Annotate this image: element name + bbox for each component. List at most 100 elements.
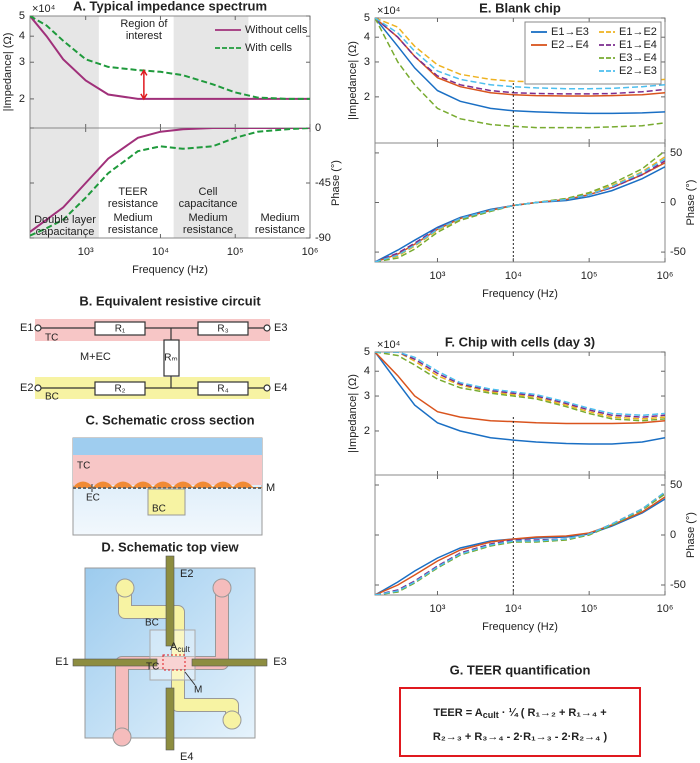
top-view-panel: D. Schematic top view E2 E1 E3 E4 BC TC … bbox=[55, 539, 286, 762]
circuit-panel: B. Equivalent resistive circuit E1 E3 E2… bbox=[20, 293, 287, 402]
y-axis-label: |Impedance| (Ω) bbox=[347, 41, 359, 120]
series-group bbox=[375, 491, 665, 595]
series-line bbox=[375, 496, 665, 595]
label: TC bbox=[77, 461, 90, 472]
series-line bbox=[375, 492, 665, 595]
pad bbox=[212, 578, 232, 598]
x-tick-label: 10⁶ bbox=[657, 603, 674, 615]
legend-label: E3→E4 bbox=[619, 52, 657, 64]
area-label: Acult bbox=[170, 641, 191, 654]
panel-title: D. Schematic top view bbox=[101, 539, 239, 554]
y-tick-label: 0 bbox=[670, 529, 676, 541]
series-line bbox=[30, 128, 310, 237]
resistor-label: Rₘ bbox=[164, 353, 177, 364]
y-tick-label: 2 bbox=[364, 425, 370, 437]
bc-channel bbox=[147, 488, 186, 516]
y-tick-label: 50 bbox=[670, 147, 682, 159]
electrode-label: E4 bbox=[180, 751, 193, 763]
legend-label: E2→E3 bbox=[619, 65, 657, 77]
region-label: Medium bbox=[188, 212, 227, 224]
electrode-label: E2 bbox=[180, 568, 193, 580]
x-axis-label: Frequency (Hz) bbox=[132, 264, 208, 276]
y-axis-label: Phase (°) bbox=[685, 180, 697, 226]
tc-channel bbox=[115, 590, 229, 735]
y-tick-label: -45 bbox=[315, 177, 331, 189]
electrode-label: E3 bbox=[273, 656, 286, 668]
formula-line: R₂→₃ + R₃→₄ - 2·R₁→₃ - 2·R₂→₄ ) bbox=[433, 731, 608, 743]
label: EC bbox=[86, 493, 100, 504]
label: M bbox=[266, 482, 275, 494]
region-label: resistance bbox=[108, 198, 158, 210]
node-label: E4 bbox=[274, 382, 287, 394]
top-layer bbox=[73, 438, 262, 455]
cells bbox=[73, 481, 262, 488]
panel-title: C. Schematic cross section bbox=[85, 412, 254, 427]
series-line bbox=[375, 491, 665, 595]
shaded-region bbox=[173, 16, 249, 128]
y-axis-label: Phase (°) bbox=[685, 512, 697, 558]
area-main: A bbox=[170, 641, 178, 653]
region-label: resistance bbox=[183, 224, 233, 236]
y-tick-label: 2 bbox=[19, 93, 25, 105]
arrow-head bbox=[140, 68, 148, 101]
charts: 2 3 4 5 |Impedance| (Ω) A. Typical impedance … bbox=[2, 0, 697, 633]
series-line bbox=[30, 16, 310, 100]
region-label: resistance bbox=[255, 224, 305, 236]
panel-title: G. TEER quantification bbox=[450, 662, 591, 677]
x-axis-label: Frequency (Hz) bbox=[482, 621, 558, 633]
subplot: -50 0 50 10³ 10⁴ 10⁵ 10⁶ Frequency (Hz) Phase (°… bbox=[374, 142, 697, 300]
region-label: Double layer bbox=[34, 214, 96, 226]
layer-label: BC bbox=[45, 392, 59, 403]
resistor-label: R₁ bbox=[115, 324, 126, 335]
series-line bbox=[375, 352, 665, 445]
x-tick-label: 10⁶ bbox=[302, 246, 319, 258]
y-tick-label: 4 bbox=[364, 365, 370, 377]
legend-label: E1→E2 bbox=[619, 26, 657, 38]
subplot: -90 -45 0 10³ 10⁴ 10⁵ 10⁶ Frequency (Hz) Phase (… bbox=[29, 122, 342, 276]
series-line bbox=[375, 352, 665, 417]
series-line bbox=[375, 18, 665, 115]
y-tick-label: 3 bbox=[364, 390, 370, 402]
teer-panel: G. TEER quantification TEER = Acult · ¼ … bbox=[399, 662, 641, 757]
resistor-label: R₃ bbox=[217, 324, 228, 335]
series-line bbox=[30, 128, 310, 233]
series-line bbox=[375, 352, 665, 422]
y-tick-label: 2 bbox=[364, 91, 370, 103]
x-tick-label: 10⁵ bbox=[227, 246, 244, 258]
y-tick-label: 5 bbox=[364, 346, 370, 358]
formula-line: TEER = Acult · ¼ ( R₁→₂ + R₁→₄ + bbox=[433, 707, 606, 720]
y-tick-label: -50 bbox=[670, 246, 686, 258]
formula-sub: cult bbox=[483, 710, 499, 720]
subplot: -50 0 50 10³ 10⁴ 10⁵ 10⁶ Frequency (Hz) Phase (°… bbox=[374, 474, 697, 633]
tc-channel bbox=[73, 455, 262, 485]
region-label: TEER bbox=[118, 186, 147, 198]
formula-part: · ¼ ( R₁→₂ + R₁→₄ + bbox=[499, 707, 607, 719]
legend-label: E2→E4 bbox=[551, 39, 589, 51]
region-label: capacitance bbox=[179, 198, 238, 210]
chart-title: E. Blank chip bbox=[479, 0, 561, 15]
node-label: E1 bbox=[20, 322, 33, 334]
y-tick-label: -90 bbox=[315, 232, 331, 244]
x-tick-label: 10⁵ bbox=[581, 603, 598, 615]
electrode-label: E1 bbox=[55, 656, 68, 668]
y-tick-label: 5 bbox=[19, 10, 25, 22]
x-tick-label: 10³ bbox=[78, 246, 94, 258]
shaded-region bbox=[30, 16, 99, 128]
y-tick-label: 3 bbox=[364, 56, 370, 68]
y-tick-label: 4 bbox=[364, 31, 370, 43]
region-label: Medium bbox=[260, 212, 299, 224]
subplot: 2 3 4 5 |Impedance| (Ω) F. Chip with cells (d… bbox=[347, 334, 666, 595]
resistor-label: R₂ bbox=[114, 384, 125, 395]
pad bbox=[112, 727, 132, 747]
area-sub: cult bbox=[177, 645, 190, 654]
series-line bbox=[30, 16, 310, 100]
x-tick-label: 10⁵ bbox=[581, 270, 598, 282]
node-label: E3 bbox=[274, 322, 287, 334]
series-line bbox=[375, 352, 665, 418]
arrow bbox=[140, 68, 148, 101]
formula-part: TEER = A bbox=[433, 707, 482, 719]
pointer bbox=[184, 671, 196, 686]
series-line bbox=[375, 156, 665, 262]
label: TC bbox=[146, 662, 159, 673]
electrodes bbox=[72, 555, 268, 751]
